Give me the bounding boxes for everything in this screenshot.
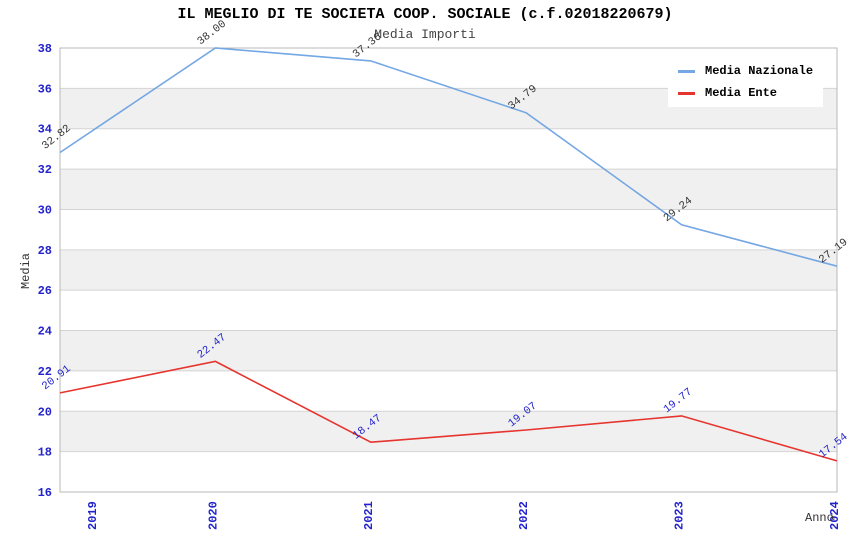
y-tick-label: 32 xyxy=(38,163,52,177)
y-tick-label: 34 xyxy=(38,123,52,137)
plot-band xyxy=(60,209,837,250)
y-tick-label: 20 xyxy=(38,405,52,419)
y-axis-title: Media xyxy=(19,253,33,290)
x-tick-label: 2021 xyxy=(362,501,376,530)
plot-band xyxy=(60,128,837,170)
plot-band xyxy=(60,249,837,291)
chart-title: IL MEGLIO DI TE SOCIETA COOP. SOCIALE (c… xyxy=(177,6,673,23)
line-swatch-icon xyxy=(678,91,695,95)
x-tick-label: 2023 xyxy=(673,501,687,530)
line-swatch-icon xyxy=(678,69,695,73)
y-tick-label: 30 xyxy=(38,203,52,217)
x-tick-label: 2024 xyxy=(828,501,842,530)
legend-item-media-nazionale: Media Nazionale xyxy=(678,64,813,78)
x-tick-label: 2022 xyxy=(517,501,531,530)
plot-band xyxy=(60,411,837,452)
chart-subtitle: Media Importi xyxy=(374,27,476,42)
plot-band xyxy=(60,169,837,210)
y-tick-label: 26 xyxy=(38,284,52,298)
x-tick-label: 2019 xyxy=(86,501,100,530)
x-tick-label: 2020 xyxy=(206,501,220,530)
plot-band xyxy=(60,330,837,371)
series-line xyxy=(59,47,838,267)
y-tick-label: 38 xyxy=(38,42,52,56)
y-tick-label: 36 xyxy=(38,82,52,96)
x-axis-title: Anno xyxy=(805,511,834,525)
legend-label: Media Nazionale xyxy=(705,64,814,78)
y-tick-label: 24 xyxy=(38,325,52,339)
y-tick-label: 22 xyxy=(38,365,52,379)
plot-band xyxy=(60,451,837,492)
y-tick-label: 16 xyxy=(38,486,52,500)
series-line xyxy=(59,360,838,462)
point-label: 38.00 xyxy=(195,18,228,48)
y-tick-label: 18 xyxy=(38,446,52,460)
plot-band xyxy=(60,370,837,412)
plot-band xyxy=(60,290,837,331)
legend-label: Media Ente xyxy=(705,86,778,100)
legend: Media Nazionale Media Ente xyxy=(668,57,824,107)
plot-border xyxy=(59,47,838,493)
y-tick-label: 28 xyxy=(38,244,52,258)
legend-item-media-ente: Media Ente xyxy=(678,86,813,100)
